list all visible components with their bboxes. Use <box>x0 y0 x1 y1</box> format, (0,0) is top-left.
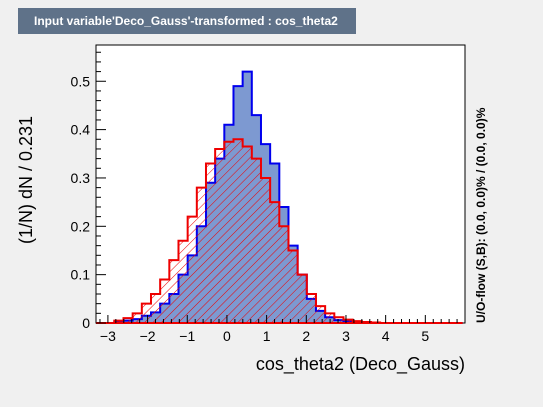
x-tick-label: 0 <box>223 328 231 344</box>
x-tick-label: 1 <box>263 328 271 344</box>
y-axis-label: (1/N) dN / 0.231 <box>16 116 36 244</box>
series-layer <box>96 70 463 324</box>
y-tick-label: 0.2 <box>71 218 91 234</box>
x-tick-label: 4 <box>382 328 390 344</box>
y-tick-label: 0 <box>82 315 90 331</box>
x-tick-label: 5 <box>421 328 429 344</box>
y-tick-label: 0.1 <box>71 267 91 283</box>
y-tick-label: 0.4 <box>71 122 91 138</box>
y-tick-label: 0.3 <box>71 170 91 186</box>
x-axis-label: cos_theta2 (Deco_Gauss) <box>256 354 465 375</box>
overflow-label: U/O-flow (S,B): (0.0, 0.0)% / (0.0, 0.0)… <box>474 107 488 323</box>
x-tick-label: −1 <box>179 328 195 344</box>
x-tick-label: −3 <box>100 328 116 344</box>
x-tick-label: −2 <box>140 328 156 344</box>
x-tick-label: 2 <box>302 328 310 344</box>
series-2-histogram <box>96 138 463 324</box>
y-tick-label: 0.5 <box>71 73 91 89</box>
x-tick-label: 3 <box>342 328 350 344</box>
axes-layer: −3 −2 −1 0 1 2 3 4 5 0 0.1 0.2 0.3 0.4 0.5 <box>71 51 458 344</box>
chart-title: Input variable'Deco_Gauss'-transformed :… <box>18 8 356 34</box>
